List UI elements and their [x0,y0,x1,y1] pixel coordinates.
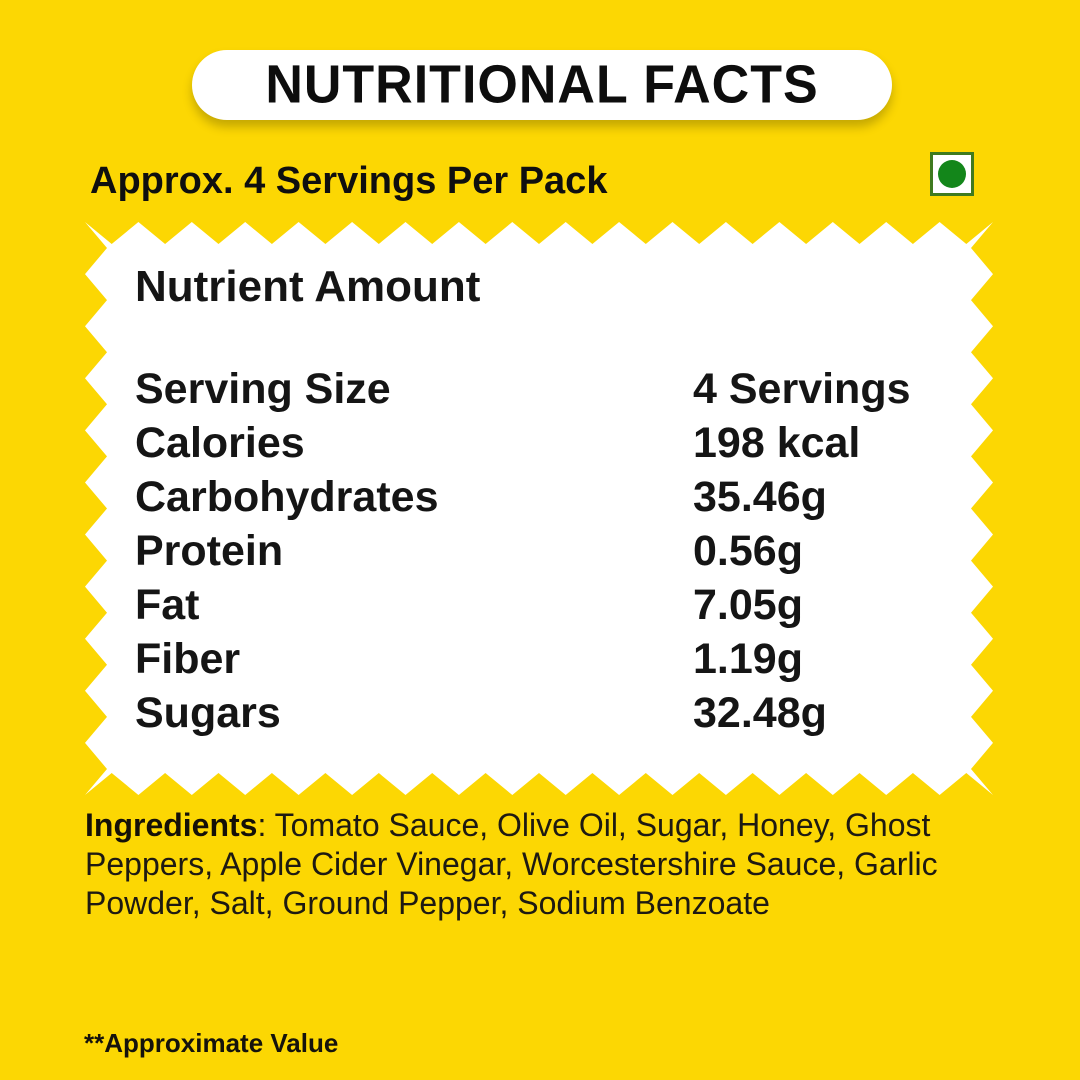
nutrient-row: Fiber 1.19g [135,632,949,686]
nutrient-name: Fat [135,581,200,629]
nutrient-amount: 4 Servings [693,365,911,413]
ingredients-label: Ingredients [85,807,258,843]
ingredients-line1: : Tomato Sauce, Olive Oil, Sugar, Honey,… [257,807,931,843]
nutrient-name: Protein [135,527,284,575]
nutrient-amount: 198 kcal [693,419,861,467]
nutrient-name: Calories [135,419,305,467]
nutrient-amount: 0.56g [693,527,803,575]
nutrient-row: Carbohydrates 35.46g [135,470,949,524]
nutrient-name: Sugars [135,689,281,737]
nutrient-row: Calories 198 kcal [135,416,949,470]
nutrient-amount: 35.46g [693,473,827,521]
nutrient-row: Serving Size 4 Servings [135,362,949,416]
approximate-value-footnote: **Approximate Value [84,1028,339,1058]
ingredients-line2: Peppers, Apple Cider Vinegar, Worcesters… [85,846,938,882]
veg-dot-icon [938,160,966,188]
title-pill: NUTRITIONAL FACTS [192,50,892,120]
ingredients-text: Ingredients: Tomato Sauce, Olive Oil, Su… [85,806,1005,923]
nutrient-table: Serving Size 4 Servings Calories 198 kca… [135,362,949,740]
nutrient-row: Fat 7.05g [135,578,949,632]
panel-columns-header: Nutrient Amount [135,262,481,311]
veg-mark-icon [930,152,974,196]
nutrient-row: Sugars 32.48g [135,686,949,740]
nutrient-name: Serving Size [135,365,391,413]
servings-note: Approx. 4 Servings Per Pack [90,160,608,202]
nutrient-amount: 7.05g [693,581,803,629]
page-title: NUTRITIONAL FACTS [265,54,819,116]
nutrient-name: Fiber [135,635,241,683]
nutrient-row: Protein 0.56g [135,524,949,578]
nutrient-amount: 32.48g [693,689,827,737]
nutrition-panel-content: Nutrient Amount Serving Size 4 Servings … [135,262,949,740]
nutrient-name: Carbohydrates [135,473,439,521]
ingredients-line3: Powder, Salt, Ground Pepper, Sodium Benz… [85,885,770,921]
nutrition-panel: Nutrient Amount Serving Size 4 Servings … [85,222,993,795]
nutrient-amount: 1.19g [693,635,803,683]
